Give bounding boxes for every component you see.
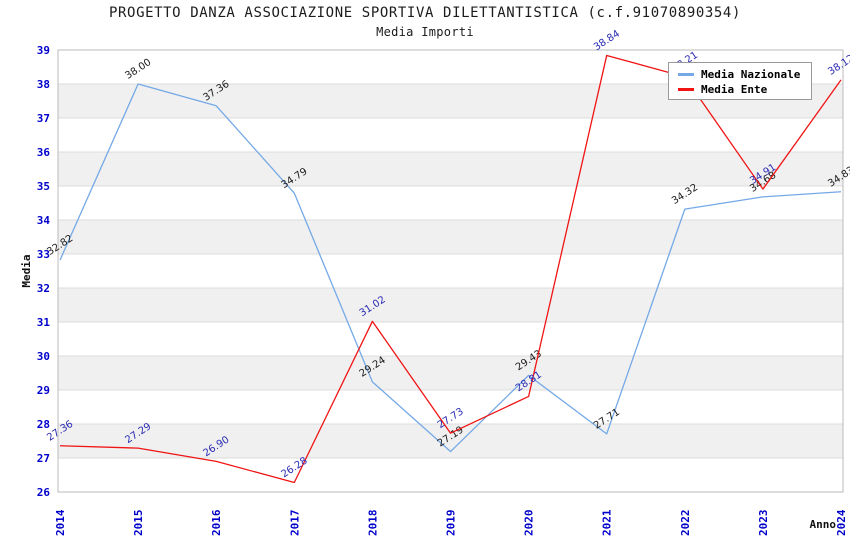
legend-label-media-ente: Media Ente <box>701 83 768 96</box>
x-axis-tick-label: 2024 <box>835 509 848 536</box>
y-axis-tick-label: 29 <box>37 384 50 397</box>
plot-band <box>58 356 843 390</box>
x-axis-tick-label: 2017 <box>288 510 301 537</box>
y-axis-tick-label: 39 <box>37 44 50 57</box>
series-line-media-ente <box>59 54 842 484</box>
x-axis-tick-label: 2018 <box>366 510 379 537</box>
plot-band <box>58 288 843 322</box>
x-axis-tick-label: 2014 <box>54 509 67 536</box>
y-axis-tick-label: 38 <box>37 78 50 91</box>
legend-item-media-nazionale: Media Nazionale <box>678 67 811 82</box>
chart-title: PROGETTO DANZA ASSOCIAZIONE SPORTIVA DIL… <box>108 5 741 21</box>
x-axis-tick-label: 2016 <box>210 509 223 536</box>
plot-band <box>58 424 843 458</box>
legend-line-swatch-media-nazionale-icon <box>678 73 694 76</box>
x-axis-tick-label: 2020 <box>523 510 536 537</box>
y-axis-tick-label: 28 <box>37 418 50 431</box>
legend-line-swatch-media-ente-icon <box>678 88 694 91</box>
x-axis-tick-label: 2015 <box>132 510 145 537</box>
data-point-label: 26.28 <box>280 455 310 480</box>
legend: Media Nazionale Media Ente <box>668 62 812 100</box>
legend-item-media-ente: Media Ente <box>678 82 811 97</box>
y-axis-tick-label: 33 <box>37 248 50 261</box>
plot-band <box>58 220 843 254</box>
x-axis-tick-label: 2023 <box>757 510 770 537</box>
x-axis-title: Anno <box>810 518 837 531</box>
y-axis-tick-label: 36 <box>37 146 51 159</box>
chart-subtitle: Media Importi <box>376 25 474 39</box>
y-axis-tick-label: 35 <box>37 180 50 193</box>
plot-border <box>57 49 844 493</box>
y-axis-tick-label: 27 <box>37 452 50 465</box>
y-axis-tick-label: 31 <box>37 316 51 329</box>
x-axis-tick-label: 2021 <box>601 509 614 536</box>
y-axis-tick-label: 37 <box>37 112 50 125</box>
y-axis-tick-label: 32 <box>37 282 50 295</box>
data-point-label: 38.12 <box>826 53 850 78</box>
plot-band <box>58 152 843 186</box>
x-axis-tick-label: 2022 <box>679 510 692 537</box>
x-axis-tick-label: 2019 <box>445 510 458 537</box>
series-line-media-nazionale <box>59 83 842 453</box>
y-axis-tick-label: 34 <box>37 214 51 227</box>
y-axis-tick-label: 26 <box>37 486 51 499</box>
y-axis-title: Media <box>20 254 33 287</box>
data-point-label: 38.00 <box>123 57 153 82</box>
y-axis-tick-label: 30 <box>37 350 50 363</box>
legend-label-media-nazionale: Media Nazionale <box>701 68 801 81</box>
